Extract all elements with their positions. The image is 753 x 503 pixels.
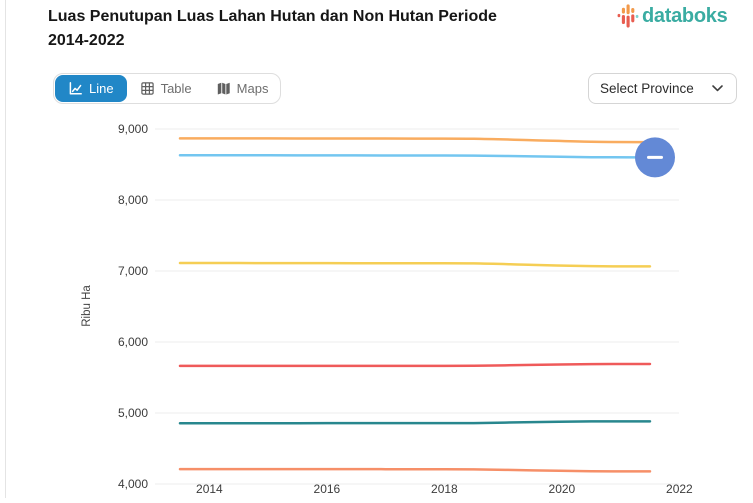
tab-maps-label: Maps [236, 81, 269, 96]
x-tick-label-2014: 2014 [196, 482, 223, 496]
databoks-logo-icon [617, 4, 639, 29]
y-tick-label-6000: 6,000 [118, 335, 148, 349]
line-series-3-yellow [178, 261, 652, 268]
x-tick-label-2020: 2020 [549, 482, 576, 496]
chart-type-tab-group: Line Table Maps [53, 73, 282, 104]
y-tick-label-5000: 5,000 [118, 406, 148, 420]
x-tick-label-2018: 2018 [431, 482, 458, 496]
line-series-1-orange [178, 137, 652, 144]
databoks-logo: databoks [617, 4, 728, 29]
line-chart-svg: 4,000 5,000 6,000 7,000 8,000 9,000 2014 2016 20… [118, 122, 693, 496]
databoks-logo-text: databoks [642, 5, 728, 27]
minus-icon [647, 155, 663, 159]
tab-table[interactable]: Table [128, 74, 204, 103]
tab-line[interactable]: Line [55, 75, 127, 102]
line-series-2-light-blue [178, 154, 652, 159]
tab-maps[interactable]: Maps [204, 74, 281, 103]
tab-line-label: Line [89, 81, 114, 96]
maps-icon [216, 81, 231, 96]
tab-table-label: Table [160, 81, 192, 96]
chevron-down-icon [712, 85, 723, 92]
province-select[interactable]: Select Province [588, 73, 737, 104]
page-title-line2: 2014-2022 [48, 32, 125, 49]
card-left-border [5, 0, 6, 498]
province-select-label: Select Province [600, 81, 694, 96]
page-title: Luas Penutupan Luas Lahan Hutan dan Non … [48, 5, 568, 53]
y-tick-label-7000: 7,000 [118, 264, 148, 278]
x-tick-label-2016: 2016 [314, 482, 341, 496]
annotation-marker[interactable] [635, 137, 675, 178]
line-chart: Ribu Ha 4,000 5,000 6,000 7,000 8,000 9,000 20… [0, 110, 753, 498]
line-series-5-teal [178, 420, 652, 425]
line-series-6-salmon [178, 467, 652, 473]
y-axis-title: Ribu Ha [81, 285, 93, 327]
x-tick-label-2022: 2022 [666, 482, 693, 496]
line-series-4-red [178, 362, 652, 368]
table-icon [140, 81, 155, 96]
page-title-line1: Luas Penutupan Luas Lahan Hutan dan Non … [48, 8, 497, 25]
y-tick-label-4000: 4,000 [118, 477, 148, 491]
line-chart-icon [68, 81, 83, 96]
y-tick-label-8000: 8,000 [118, 193, 148, 207]
y-tick-label-9000: 9,000 [118, 122, 148, 136]
